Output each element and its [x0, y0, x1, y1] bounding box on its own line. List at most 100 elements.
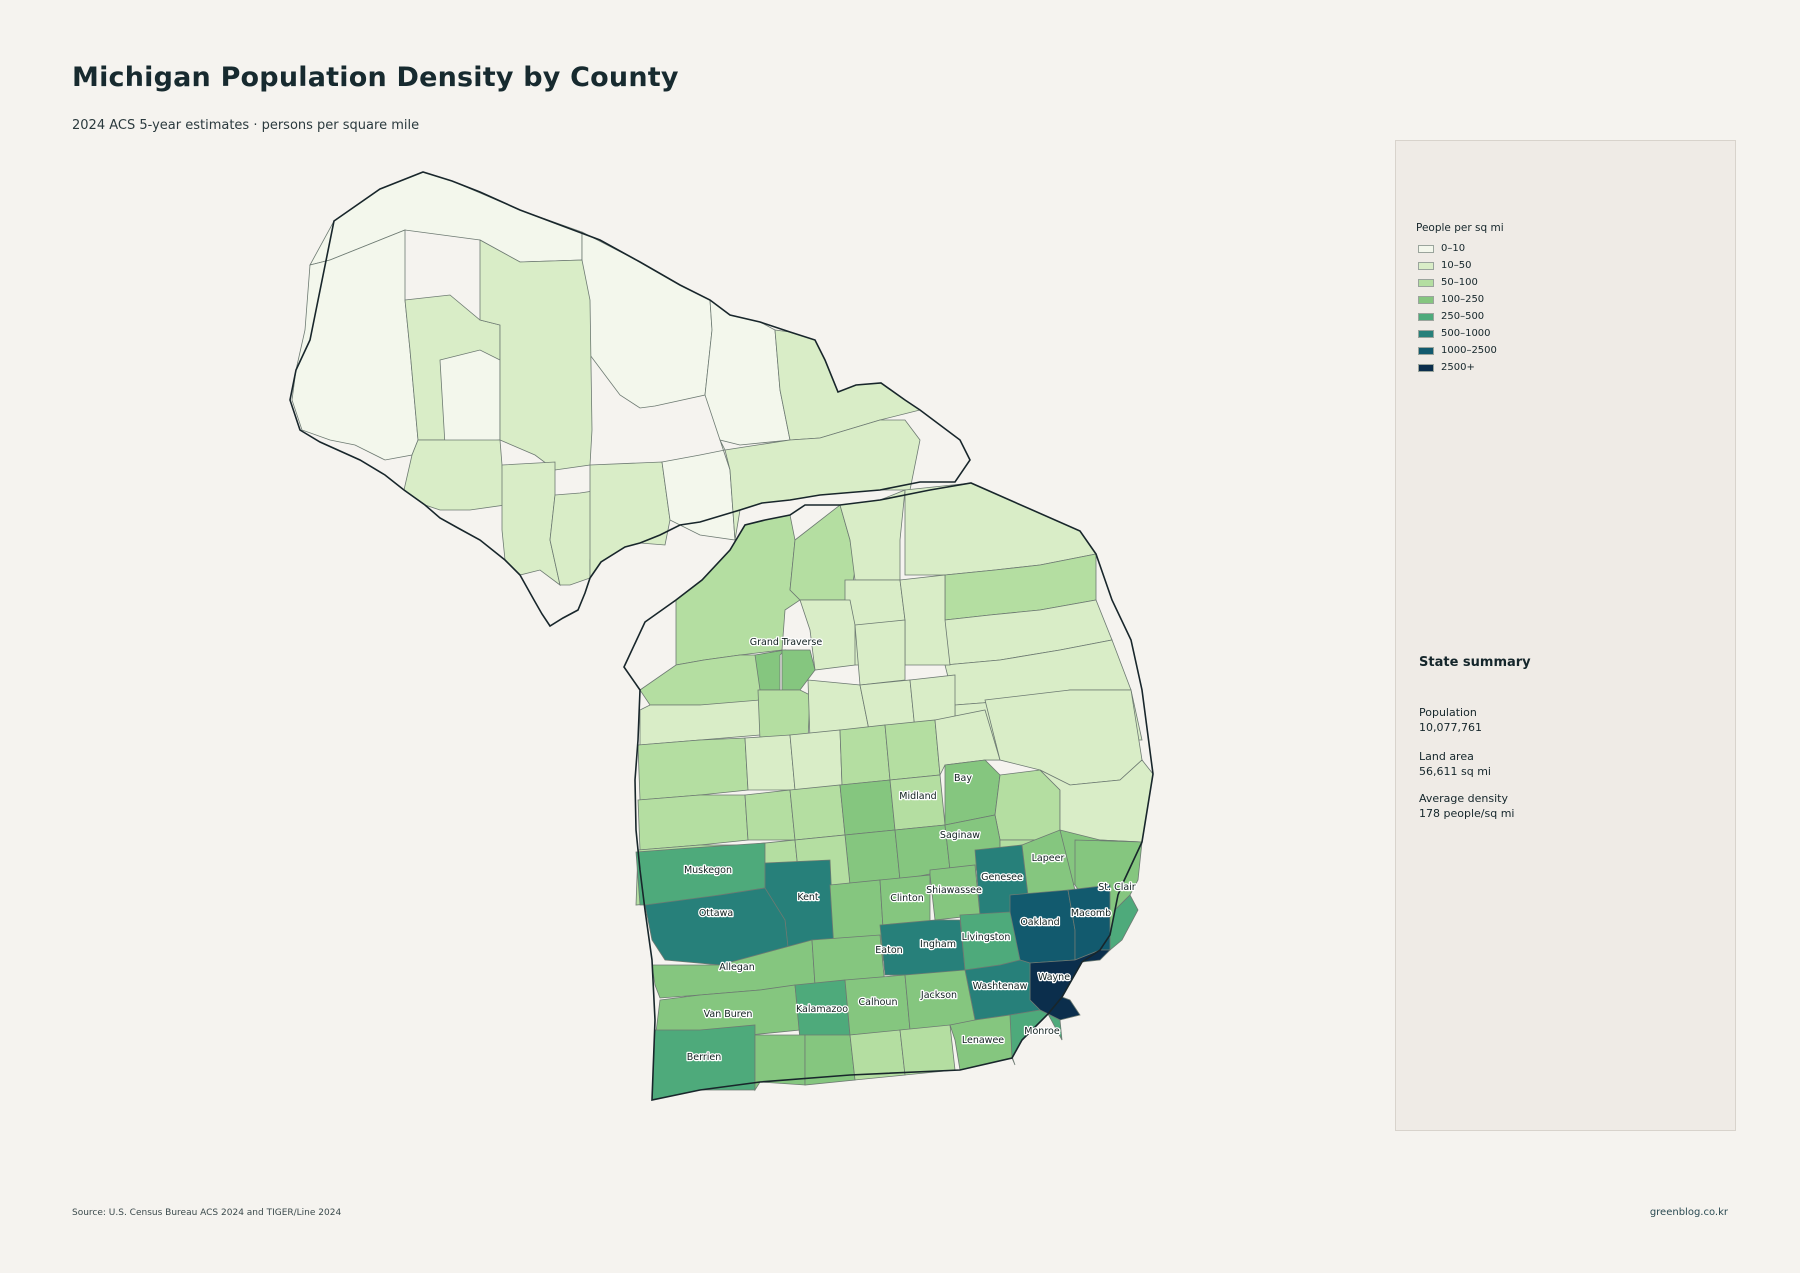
legend-item: 100–250: [1418, 291, 1497, 308]
legend-label: 2500+: [1441, 362, 1475, 373]
stat-value: 56,611 sq mi: [1419, 764, 1491, 778]
legend-swatch: [1418, 295, 1434, 304]
county-label: Saginaw: [940, 830, 980, 841]
county-unlabeled-26[interactable]: [639, 654, 761, 706]
county-label: Shiawassee: [926, 885, 982, 896]
county-unlabeled-30[interactable]: [757, 689, 811, 741]
legend-label: 1000–2500: [1441, 345, 1497, 356]
county-unlabeled-44[interactable]: [839, 779, 896, 836]
county-unlabeled-43[interactable]: [789, 784, 846, 841]
county-label: Bay: [954, 773, 972, 784]
county-label: Oakland: [1020, 917, 1059, 928]
stat-land-area: Land area 56,611 sq mi: [1419, 750, 1491, 779]
map-title: Michigan Population Density by County: [72, 62, 679, 93]
stat-population: Population 10,077,761: [1419, 706, 1482, 735]
side-panel: People per sq mi 0–10 10–50 50–100 100–250 2…: [1395, 140, 1736, 1131]
county-label: Livingston: [962, 932, 1011, 943]
map-subtitle: 2024 ACS 5-year estimates · persons per …: [72, 118, 420, 133]
county-label: Monroe: [1024, 1026, 1060, 1037]
legend-label: 500–1000: [1441, 328, 1491, 339]
county-label: Wayne: [1038, 972, 1070, 983]
legend-swatch: [1418, 363, 1434, 372]
county-unlabeled-8[interactable]: [403, 439, 506, 511]
county-unlabeled-35[interactable]: [744, 734, 796, 791]
legend-item: 500–1000: [1418, 325, 1497, 342]
county-unlabeled-42[interactable]: [744, 789, 796, 841]
source-note: Source: U.S. Census Bureau ACS 2024 and …: [72, 1208, 342, 1218]
county-label: Allegan: [719, 962, 755, 973]
legend-label: 10–50: [1441, 260, 1472, 271]
legend-swatch: [1418, 278, 1434, 287]
county-label: Grand Traverse: [750, 637, 823, 648]
legend-item: 2500+: [1418, 359, 1497, 376]
county-label: Washtenaw: [973, 981, 1028, 992]
legend-swatch: [1418, 329, 1434, 338]
county-label: Muskegon: [684, 865, 732, 876]
county-unlabeled-82[interactable]: [754, 1034, 806, 1092]
county-unlabeled-2[interactable]: [704, 299, 791, 446]
legend-label: 100–250: [1441, 294, 1485, 305]
county-unlabeled-29[interactable]: [781, 649, 816, 691]
county-monroe[interactable]: [1007, 1009, 1063, 1066]
legend-item: 50–100: [1418, 274, 1497, 291]
county-unlabeled-40[interactable]: [984, 689, 1143, 786]
county-unlabeled-45[interactable]: [889, 774, 946, 831]
county-unlabeled-37[interactable]: [839, 724, 891, 786]
legend-item: 1000–2500: [1418, 342, 1497, 359]
county-unlabeled-12[interactable]: [661, 439, 736, 541]
county-unlabeled-28[interactable]: [754, 649, 787, 691]
stat-value: 178 people/sq mi: [1419, 806, 1515, 820]
legend-label: 50–100: [1441, 277, 1478, 288]
county-label: Midland: [899, 791, 936, 802]
county-unlabeled-9[interactable]: [501, 461, 561, 586]
county-unlabeled-36[interactable]: [789, 729, 843, 791]
legend-item: 10–50: [1418, 257, 1497, 274]
county-label: Kent: [797, 892, 819, 903]
county-label: Clinton: [890, 893, 924, 904]
stat-label: Land area: [1419, 750, 1474, 763]
summary-title: State summary: [1419, 655, 1531, 670]
county-unlabeled-38[interactable]: [884, 719, 941, 781]
county-label: Ottawa: [699, 908, 733, 919]
county-unlabeled-23[interactable]: [899, 574, 951, 666]
county-label: Ingham: [920, 939, 956, 950]
legend-swatch: [1418, 312, 1434, 321]
county-unlabeled-1[interactable]: [581, 231, 713, 409]
county-label: Eaton: [875, 945, 902, 956]
legend: 0–10 10–50 50–100 100–250 250–500 500–1000 100…: [1418, 240, 1497, 376]
stat-value: 10,077,761: [1419, 720, 1482, 734]
stat-label: Average density: [1419, 792, 1508, 805]
legend-swatch: [1418, 244, 1434, 253]
legend-item: 250–500: [1418, 308, 1497, 325]
county-unlabeled-6[interactable]: [439, 349, 501, 446]
legend-swatch: [1418, 261, 1434, 270]
legend-label: 0–10: [1441, 243, 1466, 254]
credit-link[interactable]: greenblog.co.kr: [1649, 1207, 1728, 1218]
county-label: Calhoun: [859, 997, 898, 1008]
stat-label: Population: [1419, 706, 1477, 719]
stat-average-density: Average density 178 people/sq mi: [1419, 792, 1514, 821]
county-unlabeled-41[interactable]: [637, 794, 749, 851]
county-label: Jackson: [920, 990, 957, 1001]
legend-swatch: [1418, 346, 1434, 355]
county-label: Berrien: [687, 1052, 722, 1063]
county-unlabeled-24[interactable]: [799, 599, 856, 671]
county-unlabeled-34[interactable]: [637, 737, 749, 801]
county-unlabeled-85[interactable]: [899, 1024, 956, 1076]
county-unlabeled-4[interactable]: [291, 229, 419, 461]
county-unlabeled-7[interactable]: [479, 239, 593, 471]
legend-label: 250–500: [1441, 311, 1485, 322]
upper-peninsula-outline: [289, 171, 971, 628]
county-label: Kalamazoo: [796, 1004, 848, 1015]
county-shiawassee[interactable]: [929, 864, 981, 921]
county-label: Genesee: [981, 872, 1023, 883]
county-label: St. Clair: [1098, 882, 1136, 893]
lower-peninsula-outline: [623, 482, 1154, 1101]
county-unlabeled-50[interactable]: [844, 829, 901, 886]
county-label: Van Buren: [704, 1009, 753, 1020]
county-label: Lenawee: [962, 1035, 1004, 1046]
county-unlabeled-16[interactable]: [839, 489, 906, 581]
county-label: Lapeer: [1032, 853, 1065, 864]
county-unlabeled-25[interactable]: [854, 619, 906, 686]
